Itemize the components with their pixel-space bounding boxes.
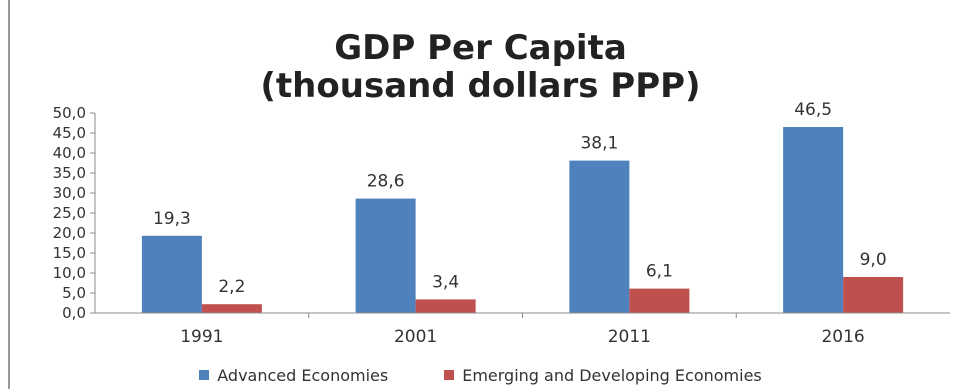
- bar-1991-series-1: [141, 235, 202, 313]
- legend-swatch: [199, 370, 210, 380]
- x-category-label: 1991: [180, 327, 223, 347]
- data-label: 6,1: [646, 262, 673, 282]
- y-tick-label: 0,0: [62, 304, 86, 322]
- bar-1991-series-2: [201, 304, 262, 313]
- data-label: 46,5: [794, 100, 832, 120]
- bar-2001-series-2: [415, 299, 476, 313]
- data-label: 2,2: [218, 277, 245, 297]
- data-label: 9,0: [860, 250, 887, 270]
- legend: Advanced Economies Emerging and Developin…: [0, 364, 961, 386]
- y-tick-label: 40,0: [53, 144, 86, 162]
- x-axis: 1991 2001 2011 2016: [95, 312, 950, 347]
- legend-label: Advanced Economies: [217, 365, 389, 385]
- y-tick-label: 45,0: [53, 124, 86, 142]
- data-label: 28,6: [367, 172, 405, 192]
- data-label: 3,4: [432, 272, 459, 292]
- data-label: 38,1: [580, 134, 618, 154]
- chart-subtitle: (thousand dollars PPP): [260, 66, 701, 106]
- x-category-label: 2016: [821, 327, 864, 347]
- bars: 19,3 2,2 28,6 3,4 38,1 6,1 46,5 9,0: [141, 100, 904, 313]
- y-tick-label: 15,0: [53, 244, 86, 262]
- y-axis: 0,0 5,0 10,0 15,0 20,0 25,0 30,0 35,0 40,0 45,0 50…: [53, 104, 96, 322]
- y-tick-label: 50,0: [53, 104, 86, 122]
- bar-2016-series-1: [783, 127, 844, 313]
- bar-2016-series-2: [843, 277, 904, 313]
- data-label: 19,3: [153, 209, 191, 229]
- bar-2001-series-1: [355, 198, 416, 313]
- legend-item-2: Emerging and Developing Economies: [444, 364, 762, 386]
- y-tick-label: 25,0: [53, 204, 86, 222]
- chart-title: GDP Per Capita: [334, 28, 627, 68]
- left-border-line: [8, 0, 10, 389]
- x-category-label: 2001: [394, 327, 437, 347]
- x-category-label: 2011: [608, 327, 651, 347]
- legend-swatch: [444, 370, 455, 380]
- legend-label: Emerging and Developing Economies: [462, 365, 762, 385]
- bar-2011-series-2: [629, 288, 690, 313]
- y-tick-label: 10,0: [53, 264, 86, 282]
- y-tick-label: 35,0: [53, 164, 86, 182]
- y-tick-label: 30,0: [53, 184, 86, 202]
- legend-item-1: Advanced Economies: [199, 364, 388, 386]
- y-tick-label: 5,0: [62, 284, 86, 302]
- bar-2011-series-1: [569, 160, 630, 313]
- y-tick-label: 20,0: [53, 224, 86, 242]
